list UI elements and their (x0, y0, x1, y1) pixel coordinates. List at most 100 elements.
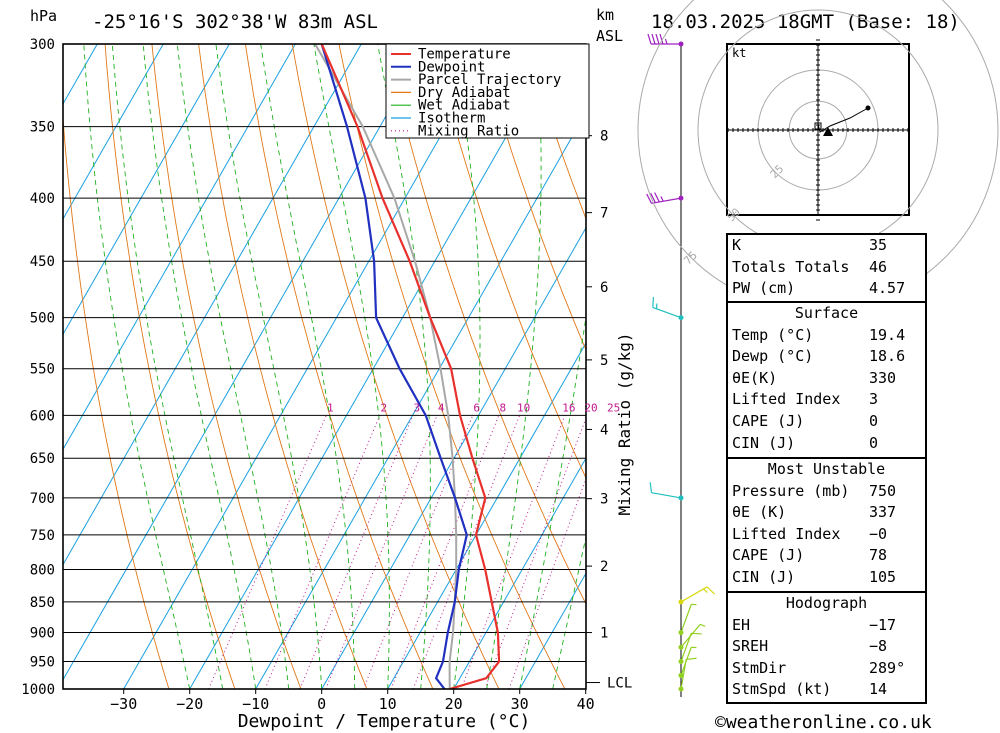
mixing-ratio-label: 6 (473, 401, 480, 414)
mu-theta-value: 337 (869, 503, 897, 522)
wind-barb-feather (649, 482, 653, 493)
pressure-tick-label: 350 (30, 120, 55, 136)
wind-barb-feather (664, 38, 668, 45)
pw-label: PW (cm) (732, 279, 796, 298)
eh-label: EH (732, 615, 751, 634)
pressure-tick-label: 450 (30, 254, 55, 270)
wind-barb-staff (651, 492, 682, 499)
pressure-tick-label: 850 (30, 595, 55, 611)
dewpoint-line (320, 44, 468, 689)
sfc-li-label: Lifted Index (732, 390, 841, 409)
stmspd-value: 14 (869, 680, 888, 699)
plot-frame (62, 43, 587, 690)
km-label: km (596, 6, 614, 24)
x-tick-label: −20 (176, 695, 203, 713)
legend-label: Dewpoint (418, 59, 485, 75)
dry-adiabat-line (198, 44, 368, 689)
lcl-label: LCL (607, 676, 632, 692)
km-tick-label: 8 (600, 129, 608, 145)
wet-adiabat-line (142, 44, 257, 689)
wind-barb-feather (660, 196, 664, 202)
mu-li-value: −0 (869, 524, 888, 543)
mixing-ratio-line (460, 415, 566, 689)
hodo-end-dot (865, 105, 871, 111)
pressure-tick-label: 400 (30, 191, 55, 207)
pressure-tick-label: 550 (30, 362, 55, 378)
pressure-tick-label: 1000 (21, 682, 55, 698)
isotherm-line (321, 226, 586, 689)
mixing-ratio-line (264, 415, 381, 689)
sreh-value: −8 (869, 637, 888, 656)
sfc-li-value: 3 (869, 390, 879, 409)
axes: 3003504004505005506006507007508008509009… (21, 37, 632, 713)
dry-adiabat-line (478, 44, 586, 352)
stmdir-value: 289° (869, 658, 906, 677)
wet-adiabat-line (176, 44, 290, 689)
mu-title: Most Unstable (767, 460, 886, 478)
surface-title: Surface (794, 304, 859, 322)
sfc-theta-value: 330 (869, 368, 897, 387)
legend-label: Mixing Ratio (418, 123, 519, 139)
x-tick-label: −10 (242, 695, 269, 713)
dry-adiabat-line (104, 44, 236, 689)
hodo-unit-label: kt (732, 46, 746, 60)
isotherm-line (63, 44, 296, 451)
isotherm-line (387, 341, 586, 689)
x-tick-label: −30 (110, 695, 137, 713)
wind-barb-feather (650, 193, 656, 203)
wind-profile (646, 33, 715, 697)
sfc-cin-label: CIN (J) (732, 433, 796, 452)
wind-barb-feather (654, 192, 660, 203)
wet-adiabat-line (260, 44, 356, 689)
mu-cin-value: 105 (869, 567, 897, 586)
x-tick-label: 20 (445, 695, 463, 713)
isotherm-line (63, 44, 362, 566)
wind-barb-feather (646, 193, 652, 204)
mixing-ratio-label: 1 (327, 401, 334, 414)
k-value: 35 (869, 236, 888, 254)
wet-adiabat-line (111, 44, 224, 689)
hodo-ring-label: 75 (681, 249, 700, 268)
x-tick-label: 40 (577, 695, 595, 713)
k-label: K (732, 236, 742, 254)
mixing-ratio-axis-label: Mixing Ratio (g/kg) (615, 332, 634, 515)
wind-barb-feather (706, 586, 715, 595)
sfc-cape-label: CAPE (J) (732, 411, 805, 430)
wet-adiabat-line (452, 44, 481, 689)
pressure-tick-label: 950 (30, 655, 55, 671)
km-tick-label: 1 (600, 626, 608, 642)
pw-row: PW (cm) 4.57 (728, 278, 925, 300)
mixing-ratio-line (299, 415, 414, 689)
mixing-ratio-label: 20 (584, 401, 597, 414)
km-tick-label: 4 (600, 422, 608, 438)
isotherm-line (63, 44, 164, 221)
eh-value: −17 (869, 615, 897, 634)
pressure-tick-label: 900 (30, 626, 55, 642)
x-tick-label: 30 (511, 695, 529, 713)
storm-motion-icon (823, 127, 833, 136)
location-title: -25°16'S 302°38'W 83m ASL (92, 11, 378, 33)
pressure-tick-label: 800 (30, 562, 55, 578)
k-row: K 35 (728, 235, 925, 257)
hodo-start-marker (814, 122, 822, 130)
wind-barb-feather (700, 623, 706, 627)
legend-label: Parcel Trajectory (418, 72, 561, 88)
wind-barb-staff (680, 586, 708, 603)
km-tick-label: 3 (600, 492, 608, 508)
wind-barb-feather (651, 33, 656, 45)
pressure-tick-label: 750 (30, 528, 55, 544)
wind-barb-feather (647, 33, 652, 45)
copyright: ©weatheronline.co.uk (715, 712, 932, 733)
dry-adiabat-line (432, 44, 586, 479)
isotherm-line (123, 44, 494, 689)
sfc-dewp-value: 18.6 (869, 347, 906, 366)
sfc-cape-value: 0 (869, 411, 879, 430)
wind-barb-feather (652, 296, 655, 308)
sfc-cin-value: 0 (869, 433, 879, 452)
most-unstable-panel: Most Unstable Pressure (mb) 750 θE (K) 337… (726, 457, 927, 593)
mu-theta-label: θE (K) (732, 503, 787, 522)
pressure-tick-label: 500 (30, 311, 55, 327)
isotherm-line (0, 44, 31, 689)
